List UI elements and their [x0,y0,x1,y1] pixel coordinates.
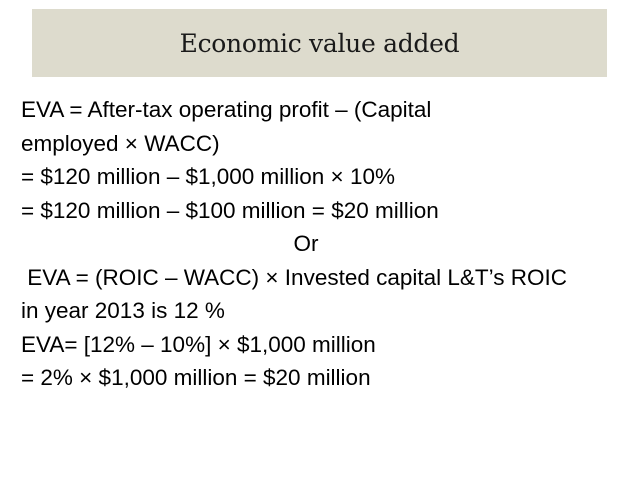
slide-title: Economic value added [179,28,460,58]
calculation-line-2: = $120 million – $100 million = $20 mill… [21,197,439,223]
alt-formula-line-1: EVA = (ROIC – WACC) × Invested capital L… [21,264,568,290]
eva-formula-line-2: employed × WACC) [21,130,220,156]
title-band: Economic value added [32,9,607,77]
calculation-line-1: = $120 million – $1,000 million × 10% [21,164,395,189]
alt-calculation-line-2: = 2% × $1,000 million = $20 million [21,365,371,390]
alt-calculation-line-1: EVA= [12% – 10%] × $1,000 million [21,331,376,357]
eva-formula-line-1: EVA = After-tax operating profit – (Capi… [21,97,432,122]
alt-formula-line-2: in year 2013 is 12 % [21,298,225,323]
slide-body: EVA = After-tax operating profit – (Capi… [21,93,621,395]
or-separator: Or [293,231,319,256]
